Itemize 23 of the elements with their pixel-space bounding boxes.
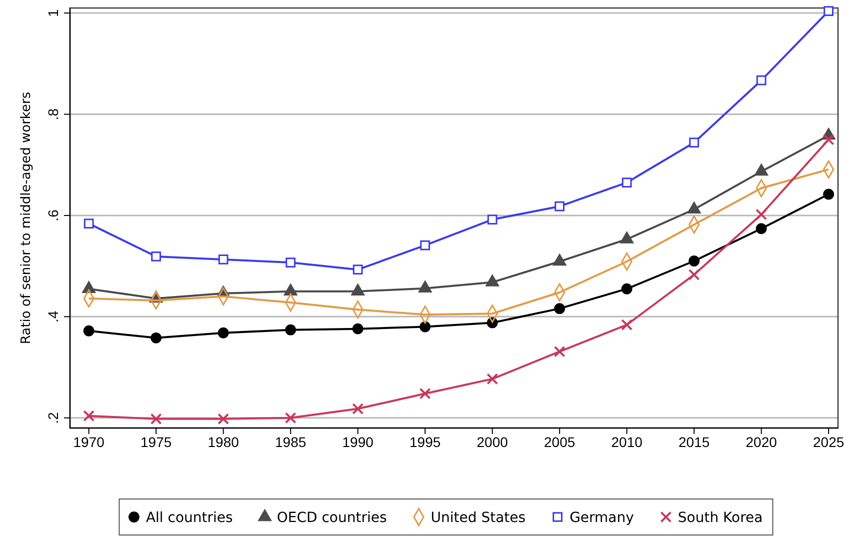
x-tick-label: 2015 [678,434,710,450]
x-tick-label: 1975 [140,434,172,450]
x-tick-label: 2005 [544,434,576,450]
legend-label: OECD countries [276,510,387,526]
legend-label: United States [430,510,526,526]
x-tick-label: 2025 [813,434,844,450]
x-tick-label: 1990 [342,434,374,450]
legend-label: Germany [570,510,634,526]
x-tick-label: 2020 [746,434,778,450]
x-tick-label: 1970 [73,434,105,450]
y-tick-label: 1 [45,8,61,17]
x-tick-label: 2010 [611,434,643,450]
x-tick-label: 1985 [275,434,306,450]
x-tick-label: 1980 [208,434,240,450]
legend-label: South Korea [678,510,763,526]
y-tick-label: .4 [45,310,61,323]
legend-label: All countries [146,510,233,526]
y-axis-title: Ratio of senior to middle-aged workers [19,92,34,344]
y-tick-label: .8 [45,108,61,120]
x-tick-label: 2000 [476,434,508,450]
y-tick-label: .6 [45,209,61,222]
x-tick-label: 1995 [410,434,441,450]
y-tick-label: .2 [45,412,61,424]
